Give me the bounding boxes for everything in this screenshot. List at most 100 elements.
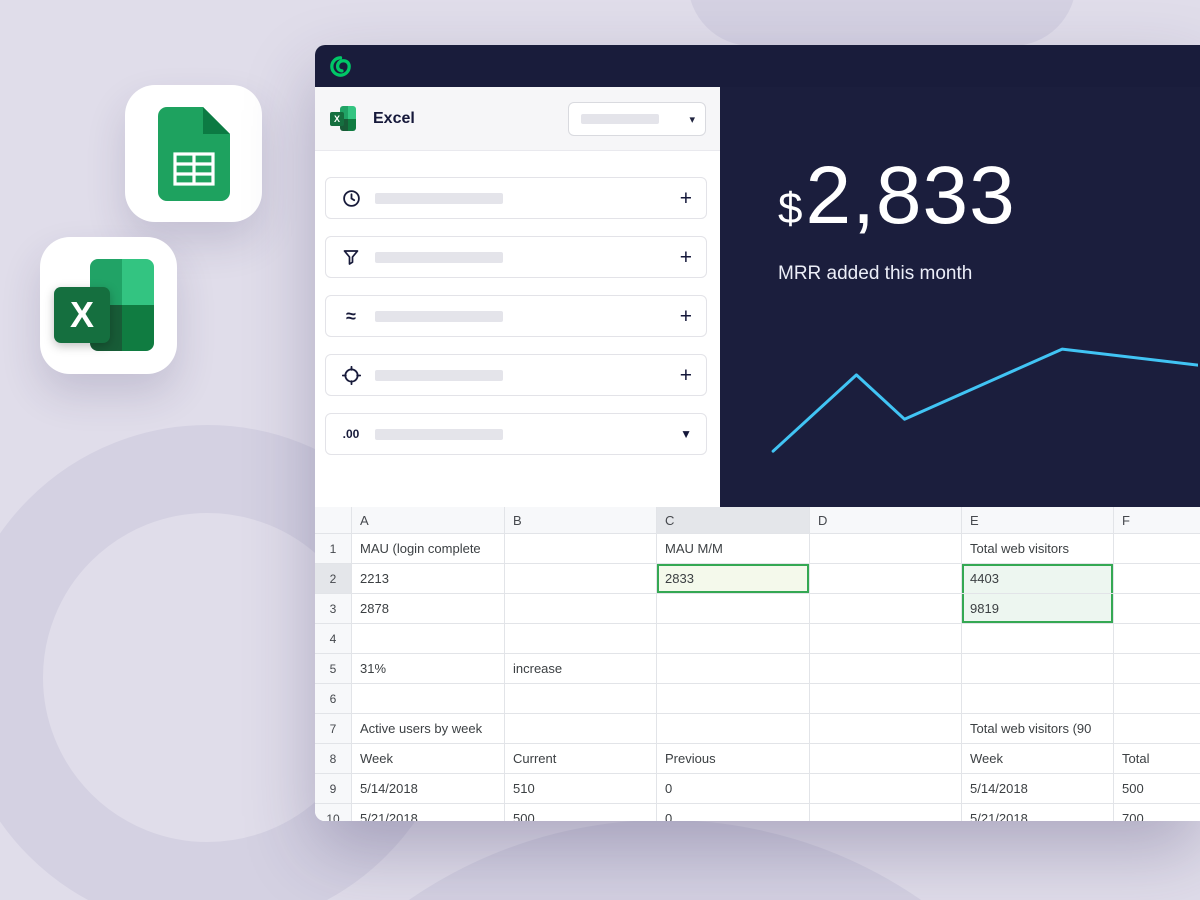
cell-A3[interactable]: 2878: [352, 594, 505, 624]
cell-C10[interactable]: 0: [657, 804, 810, 821]
controls-list: + + ≈ +: [315, 151, 720, 455]
column-header-E[interactable]: E: [962, 507, 1114, 534]
cell-D4[interactable]: [810, 624, 962, 654]
cell-E2[interactable]: 4403: [962, 564, 1114, 594]
cell-E1[interactable]: Total web visitors: [962, 534, 1114, 564]
row-header-1[interactable]: 1: [315, 534, 352, 564]
control-row-number-format[interactable]: .00 ▼: [325, 413, 707, 455]
row-header-4[interactable]: 4: [315, 624, 352, 654]
add-target-button[interactable]: +: [679, 363, 692, 387]
column-header-C[interactable]: C: [657, 507, 810, 534]
row-header-3[interactable]: 3: [315, 594, 352, 624]
cell-B1[interactable]: [505, 534, 657, 564]
cell-C4[interactable]: [657, 624, 810, 654]
cell-B8[interactable]: Current: [505, 744, 657, 774]
control-row-approx[interactable]: ≈ +: [325, 295, 707, 337]
cell-B2[interactable]: [505, 564, 657, 594]
cell-B5[interactable]: increase: [505, 654, 657, 684]
config-panel: X Excel ▾ +: [315, 87, 720, 507]
cell-D6[interactable]: [810, 684, 962, 714]
cell-C8[interactable]: Previous: [657, 744, 810, 774]
cell-E4[interactable]: [962, 624, 1114, 654]
cell-C7[interactable]: [657, 714, 810, 744]
add-filter-button[interactable]: +: [679, 245, 692, 269]
cell-C9[interactable]: 0: [657, 774, 810, 804]
clock-icon: [340, 189, 362, 208]
cell-A9[interactable]: 5/14/2018: [352, 774, 505, 804]
cell-F1[interactable]: [1114, 534, 1200, 564]
row-header-7[interactable]: 7: [315, 714, 352, 744]
cell-A8[interactable]: Week: [352, 744, 505, 774]
cell-C1[interactable]: MAU M/M: [657, 534, 810, 564]
cell-E9[interactable]: 5/14/2018: [962, 774, 1114, 804]
cell-D7[interactable]: [810, 714, 962, 744]
cell-F8[interactable]: Total: [1114, 744, 1200, 774]
placeholder-bar: [375, 369, 503, 381]
cell-E3[interactable]: 9819: [962, 594, 1114, 624]
google-sheets-card: [125, 85, 262, 222]
control-row-target[interactable]: +: [325, 354, 707, 396]
column-header-A[interactable]: A: [352, 507, 505, 534]
cell-C3[interactable]: [657, 594, 810, 624]
cell-F3[interactable]: [1114, 594, 1200, 624]
control-row-filter[interactable]: +: [325, 236, 707, 278]
control-row-schedule[interactable]: +: [325, 177, 707, 219]
row-header-2[interactable]: 2: [315, 564, 352, 594]
cell-A7[interactable]: Active users by week: [352, 714, 505, 744]
cell-D2[interactable]: [810, 564, 962, 594]
row-header-6[interactable]: 6: [315, 684, 352, 714]
cell-D5[interactable]: [810, 654, 962, 684]
cell-F4[interactable]: [1114, 624, 1200, 654]
row-header-8[interactable]: 8: [315, 744, 352, 774]
cell-E8[interactable]: Week: [962, 744, 1114, 774]
cell-D1[interactable]: [810, 534, 962, 564]
cell-C5[interactable]: [657, 654, 810, 684]
table-row: 3 2878 9819: [315, 594, 1200, 624]
table-row: 2 2213 2833 4403: [315, 564, 1200, 594]
expand-format-button[interactable]: ▼: [680, 427, 692, 441]
cell-E6[interactable]: [962, 684, 1114, 714]
cell-E5[interactable]: [962, 654, 1114, 684]
cell-E10[interactable]: 5/21/2018: [962, 804, 1114, 821]
cell-C2[interactable]: 2833: [657, 564, 810, 594]
cell-B9[interactable]: 510: [505, 774, 657, 804]
cell-A6[interactable]: [352, 684, 505, 714]
source-dropdown[interactable]: ▾: [568, 102, 706, 136]
row-header-9[interactable]: 9: [315, 774, 352, 804]
cell-F5[interactable]: [1114, 654, 1200, 684]
cell-D10[interactable]: [810, 804, 962, 821]
row-header-10[interactable]: 10: [315, 804, 352, 821]
grid-corner[interactable]: [315, 507, 352, 534]
cell-A2[interactable]: 2213: [352, 564, 505, 594]
cell-D8[interactable]: [810, 744, 962, 774]
mrr-sparkline: [771, 347, 1198, 453]
column-header-F[interactable]: F: [1114, 507, 1200, 534]
cell-F10[interactable]: 700: [1114, 804, 1200, 821]
cell-E7[interactable]: Total web visitors (90: [962, 714, 1114, 744]
cell-B3[interactable]: [505, 594, 657, 624]
column-header-D[interactable]: D: [810, 507, 962, 534]
column-header-B[interactable]: B: [505, 507, 657, 534]
cell-B4[interactable]: [505, 624, 657, 654]
cell-A4[interactable]: [352, 624, 505, 654]
excel-card: X: [40, 237, 177, 374]
cell-D9[interactable]: [810, 774, 962, 804]
add-schedule-button[interactable]: +: [679, 186, 692, 210]
cell-B10[interactable]: 500: [505, 804, 657, 821]
cell-F6[interactable]: [1114, 684, 1200, 714]
target-icon: [340, 365, 362, 385]
cell-C6[interactable]: [657, 684, 810, 714]
cell-F9[interactable]: 500: [1114, 774, 1200, 804]
cell-A5[interactable]: 31%: [352, 654, 505, 684]
cell-F2[interactable]: [1114, 564, 1200, 594]
cell-B7[interactable]: [505, 714, 657, 744]
cell-B6[interactable]: [505, 684, 657, 714]
cell-D3[interactable]: [810, 594, 962, 624]
cell-A1[interactable]: MAU (login complete: [352, 534, 505, 564]
cell-F7[interactable]: [1114, 714, 1200, 744]
add-approx-button[interactable]: +: [679, 304, 692, 328]
row-header-5[interactable]: 5: [315, 654, 352, 684]
mrr-metric: $ 2,833: [778, 149, 1016, 243]
cell-A10[interactable]: 5/21/2018: [352, 804, 505, 821]
table-row: 8 Week Current Previous Week Total: [315, 744, 1200, 774]
